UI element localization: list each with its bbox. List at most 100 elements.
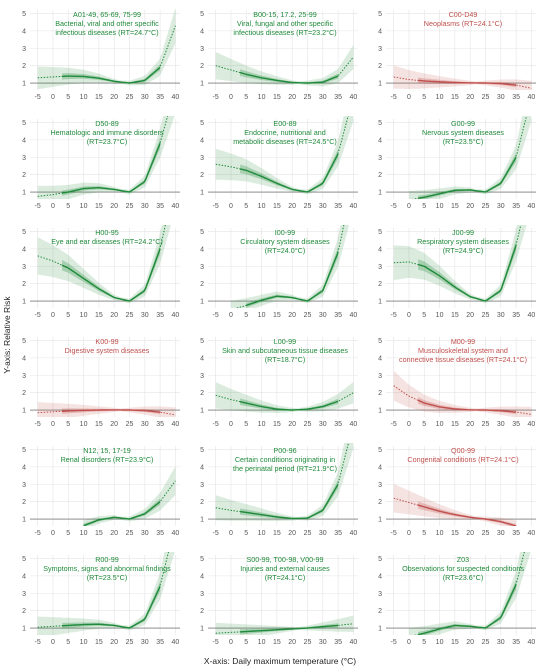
relative-risk-curve [239, 71, 339, 84]
x-tick-label: 30 [319, 312, 327, 319]
ci-band-inner [240, 479, 339, 520]
panel-name-line2: (RT=23.7°C) [87, 137, 128, 146]
y-tick-label: 5 [378, 447, 382, 454]
x-tick-label: 0 [51, 530, 55, 537]
ci-band-wide [409, 552, 531, 635]
y-tick-label: 5 [378, 229, 382, 236]
x-tick-label: 30 [497, 421, 505, 428]
x-tick-label: 35 [156, 530, 164, 537]
y-tick-label: 2 [22, 281, 26, 288]
panel-code: R00-99 [95, 555, 119, 564]
panel-name-line2: (RT=23.6°C) [443, 573, 484, 582]
ci-band-wide [215, 382, 354, 413]
y-tick-label: 3 [22, 46, 26, 53]
x-tick-label: 10 [80, 639, 88, 646]
panel-name-line2: (RT=18.7°C) [265, 355, 306, 364]
panel-name: Neoplasms (RT=24.1°C) [424, 19, 502, 28]
x-tick-label: 30 [497, 94, 505, 101]
panel-name: Bacterial, viral and other specific [55, 19, 159, 28]
panel-code: A01-49, 65-69, 75-99 [73, 10, 141, 19]
x-tick-label: 40 [528, 94, 536, 101]
x-tick-label: 40 [350, 203, 358, 210]
x-tick-label: 10 [436, 639, 444, 646]
panel: 1 2 3 4 5 -5 0 5 10 15 20 25 30 35 40 D50-89Hematologic… [22, 116, 180, 210]
x-tick-label: 10 [258, 312, 266, 319]
x-tick-label: 30 [141, 94, 149, 101]
x-tick-label: 25 [126, 530, 134, 537]
x-tick-label: 5 [244, 639, 248, 646]
x-tick-label: 0 [51, 203, 55, 210]
y-tick-label: 5 [378, 556, 382, 563]
x-tick-label: -5 [391, 203, 397, 210]
x-tick-label: -5 [213, 203, 219, 210]
ci-band-wide [37, 7, 176, 90]
x-tick-label: -5 [213, 639, 219, 646]
relative-risk-curve [417, 399, 517, 413]
y-tick-label: 2 [200, 608, 204, 615]
x-tick-label: 0 [407, 203, 411, 210]
y-tick-label: 4 [200, 28, 204, 35]
y-tick-label: 4 [200, 573, 204, 580]
x-tick-label: 20 [110, 203, 118, 210]
y-tick-label: 4 [200, 246, 204, 253]
x-tick-label: 20 [466, 421, 474, 428]
x-tick-label: 10 [436, 312, 444, 319]
x-tick-label: 35 [512, 639, 520, 646]
y-tick-label: 5 [378, 11, 382, 18]
panel: 1 2 3 4 5 -5 0 5 10 15 20 25 30 35 40 M00-99Musculoskel… [378, 337, 536, 428]
y-tick-label: 4 [200, 464, 204, 471]
ci-band-wide [83, 466, 176, 526]
y-tick-label: 1 [378, 81, 382, 88]
x-tick-label: 5 [244, 203, 248, 210]
x-tick-label: 35 [156, 639, 164, 646]
x-tick-label: -5 [391, 421, 397, 428]
x-tick-label: 20 [110, 312, 118, 319]
relative-risk-curve [417, 584, 517, 635]
x-tick-label: 5 [66, 639, 70, 646]
y-tick-label: 3 [378, 591, 382, 598]
y-tick-label: 4 [200, 137, 204, 144]
x-tick-label: 15 [451, 639, 459, 646]
x-tick-label: -5 [35, 312, 41, 319]
y-tick-label: 2 [378, 63, 382, 70]
y-tick-label: 2 [378, 172, 382, 179]
x-tick-label: 0 [407, 421, 411, 428]
ci-band-wide [409, 116, 532, 199]
x-tick-label: 20 [466, 639, 474, 646]
ci-band-wide [37, 225, 171, 304]
x-tick-label: 40 [350, 639, 358, 646]
y-tick-label: 3 [22, 373, 26, 380]
panel-name: Viral, fungal and other specific [237, 19, 334, 28]
panel-name: Digestive system diseases [65, 346, 150, 355]
y-tick-label: 5 [22, 120, 26, 127]
x-tick-label: 40 [350, 530, 358, 537]
ci-band-wide [393, 225, 527, 304]
x-tick-label: 30 [319, 639, 327, 646]
panel-code: Q00-99 [451, 446, 475, 455]
panel-code: C00-D49 [449, 10, 478, 19]
y-tick-label: 4 [378, 464, 382, 471]
x-tick-label: 20 [288, 94, 296, 101]
x-tick-label: 0 [229, 312, 233, 319]
y-tick-label: 5 [378, 120, 382, 127]
y-tick-label: 4 [22, 573, 26, 580]
x-tick-label: 10 [258, 203, 266, 210]
panel-name: Congenital conditions (RT=24.1°C) [407, 455, 518, 464]
relative-risk-curve [417, 156, 517, 199]
x-tick-label: 20 [466, 530, 474, 537]
x-tick-label: 5 [244, 421, 248, 428]
x-tick-label: 35 [512, 94, 520, 101]
y-tick-label: 4 [378, 573, 382, 580]
x-tick-label: 25 [304, 530, 312, 537]
x-tick-label: 20 [110, 639, 118, 646]
y-tick-label: 1 [378, 408, 382, 415]
y-tick-label: 2 [200, 172, 204, 179]
panel-code: H00-95 [95, 228, 119, 237]
x-tick-label: 25 [482, 312, 490, 319]
x-tick-label: 15 [95, 94, 103, 101]
y-tick-label: 4 [22, 137, 26, 144]
